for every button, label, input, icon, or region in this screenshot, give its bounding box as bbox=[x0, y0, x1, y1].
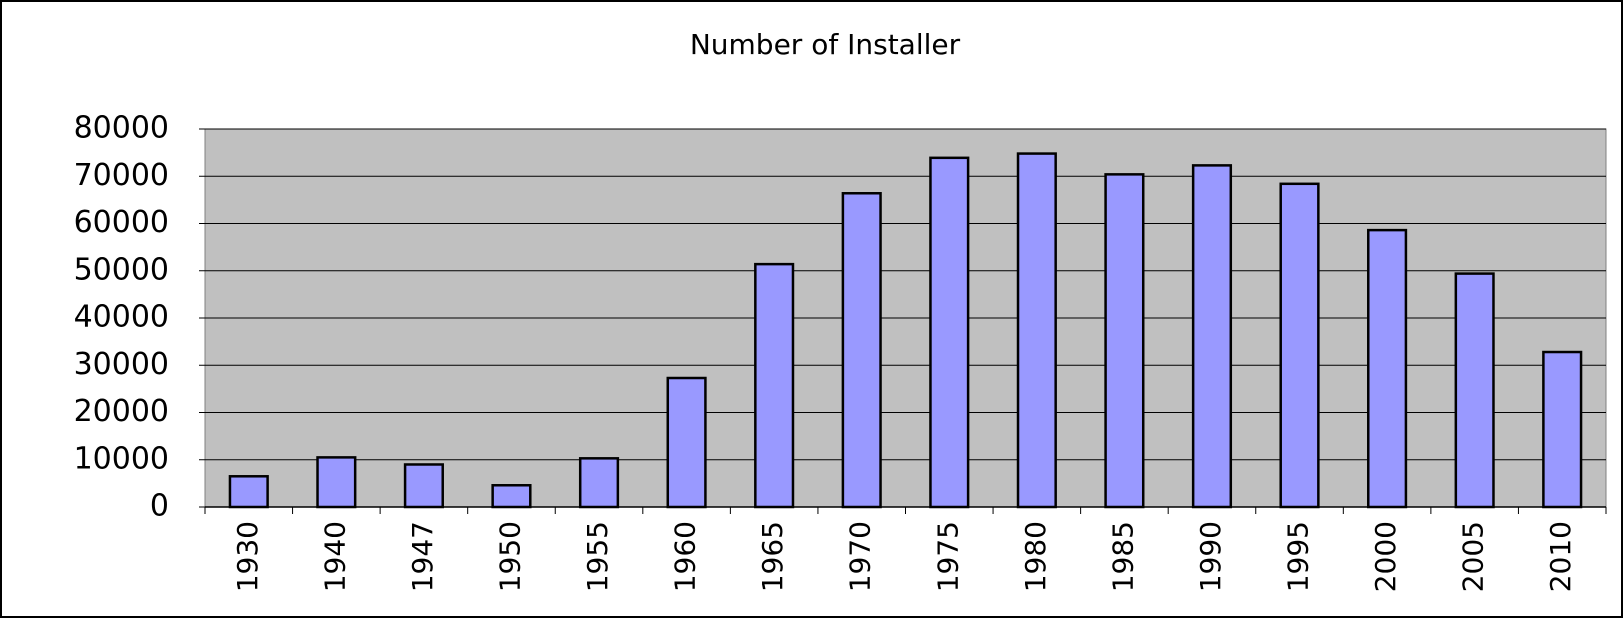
y-tick-label: 10000 bbox=[74, 441, 169, 476]
y-tick-label: 50000 bbox=[74, 252, 169, 287]
y-tick-label: 20000 bbox=[74, 394, 169, 429]
x-tick-label: 2000 bbox=[1369, 521, 1402, 592]
bar bbox=[666, 376, 707, 509]
bar bbox=[1279, 182, 1320, 509]
x-tick-label: 1990 bbox=[1194, 521, 1227, 592]
x-tick-label: 2010 bbox=[1544, 521, 1577, 592]
x-tick-label: 1960 bbox=[669, 521, 702, 592]
bar bbox=[1191, 164, 1233, 509]
bar bbox=[491, 484, 532, 509]
x-tick-label: 1970 bbox=[844, 521, 877, 592]
bar bbox=[1104, 173, 1145, 509]
bar bbox=[1454, 272, 1495, 509]
x-tick-label: 1955 bbox=[581, 521, 614, 592]
bar bbox=[929, 156, 970, 509]
bar bbox=[1542, 350, 1583, 509]
bar bbox=[316, 456, 357, 509]
y-tick-label: 30000 bbox=[74, 347, 169, 382]
x-tick-label: 1947 bbox=[406, 521, 439, 592]
x-tick-label: 1995 bbox=[1282, 521, 1315, 592]
y-tick-label: 40000 bbox=[74, 300, 169, 335]
x-tick-label: 1975 bbox=[931, 521, 964, 592]
x-tick-label: 1965 bbox=[756, 521, 789, 592]
y-tick-label: 0 bbox=[150, 489, 169, 524]
x-tick-label: 1950 bbox=[493, 521, 526, 592]
x-tick-label: 1940 bbox=[318, 521, 351, 592]
y-tick-label: 60000 bbox=[74, 205, 169, 240]
x-tick-label: 2005 bbox=[1457, 521, 1490, 592]
y-tick-label: 80000 bbox=[74, 111, 169, 146]
bar bbox=[1016, 152, 1057, 509]
x-tick-label: 1930 bbox=[231, 521, 264, 592]
x-tick-label: 1985 bbox=[1106, 521, 1139, 592]
bar bbox=[228, 475, 269, 509]
chart-title: Number of Installer bbox=[690, 28, 961, 61]
bar bbox=[578, 457, 620, 509]
bar bbox=[754, 262, 795, 509]
bar bbox=[403, 463, 444, 509]
bar bbox=[841, 192, 882, 509]
bar bbox=[1367, 228, 1408, 509]
x-tick-label: 1980 bbox=[1019, 521, 1052, 592]
y-tick-label: 70000 bbox=[74, 158, 169, 193]
